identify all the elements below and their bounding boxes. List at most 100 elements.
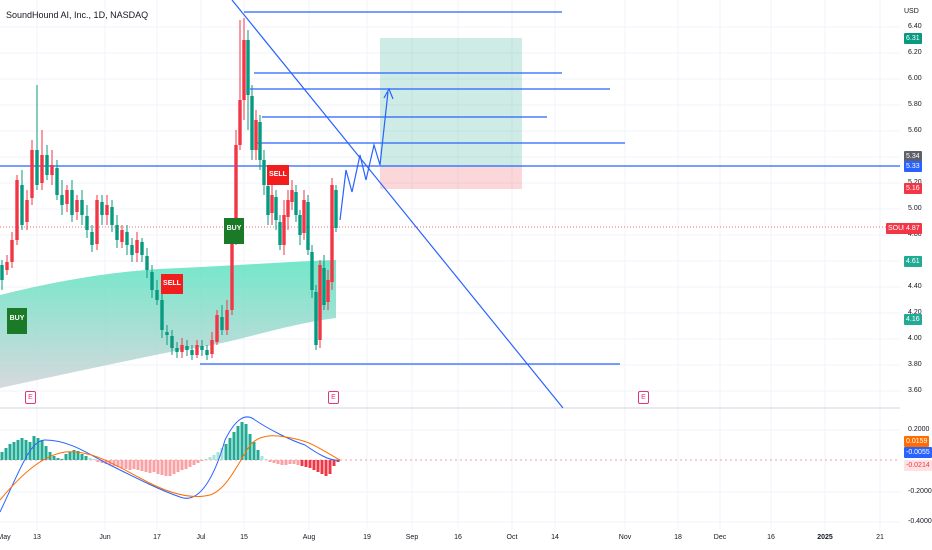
macd-histogram-bar — [152, 460, 156, 472]
macd-histogram-bar — [228, 438, 232, 460]
candle-body — [150, 272, 154, 290]
macd-histogram-bar — [204, 459, 208, 460]
macd-histogram-bar — [132, 460, 136, 469]
candle-body — [140, 242, 144, 255]
time-axis-tick: Dec — [713, 534, 727, 541]
macd-histogram-bar — [180, 460, 184, 470]
candle-body — [200, 346, 204, 350]
macd-histogram-bar — [312, 460, 316, 470]
macd-histogram-bar — [328, 460, 332, 474]
earnings-icon[interactable]: E — [328, 391, 339, 404]
macd-histogram-bar — [324, 460, 328, 476]
candle-body — [15, 180, 19, 240]
macd-histogram-bar — [88, 458, 92, 460]
macd-histogram-bar — [248, 434, 252, 460]
macd-histogram-bar — [80, 454, 84, 460]
horizontal-levels[interactable] — [0, 11, 900, 365]
candle-body — [165, 332, 169, 335]
chart-title: SoundHound AI, Inc., 1D, NASDAQ — [6, 10, 149, 20]
macd-histogram-bar — [320, 460, 324, 474]
projection-path[interactable] — [339, 91, 389, 221]
candle-body — [282, 215, 286, 245]
candle-body — [10, 240, 14, 262]
price-tag: 5.34 — [904, 151, 922, 162]
candle-body — [262, 160, 266, 185]
candle-body — [278, 222, 282, 245]
price-tag: 4.16 — [904, 314, 922, 325]
macd-tag: 0.0159 — [904, 436, 930, 447]
candle-body — [75, 200, 79, 212]
price-tag: 4.87 — [904, 223, 922, 234]
candle-body — [160, 300, 164, 330]
macd-histogram-bar — [68, 452, 72, 460]
candle-body — [115, 225, 119, 240]
candle-body — [302, 200, 306, 233]
target-zone[interactable] — [380, 38, 522, 167]
macd-histogram-bar — [148, 460, 152, 473]
macd-axis-tick: -0.2000 — [908, 488, 932, 495]
macd-histogram-bar — [224, 444, 228, 460]
candle-body — [155, 290, 159, 300]
macd-histogram-bar — [64, 454, 68, 460]
candle-body — [25, 200, 29, 222]
macd-histogram-bar — [124, 460, 128, 469]
candlesticks — [0, 18, 338, 360]
time-axis-tick: 13 — [33, 534, 41, 541]
candle-body — [330, 185, 334, 282]
macd-histogram-bar — [12, 442, 16, 460]
candle-body — [286, 200, 290, 217]
time-axis-tick: 15 — [240, 534, 248, 541]
candle-body — [238, 100, 242, 145]
candle-body — [65, 190, 69, 204]
candle-body — [294, 192, 298, 215]
candle-body — [210, 340, 214, 354]
price-axis-tick: 5.60 — [908, 127, 922, 134]
macd-histogram-bar — [8, 444, 12, 460]
macd-histogram-bar — [104, 460, 108, 464]
candle-body — [175, 348, 179, 352]
macd-histogram-bar — [192, 460, 196, 465]
price-axis-tick: 4.00 — [908, 335, 922, 342]
time-axis-tick: 17 — [153, 534, 161, 541]
projection-arrowhead — [383, 87, 394, 100]
macd-histogram-bar — [212, 455, 216, 460]
macd-histogram-bar — [256, 450, 260, 460]
macd-histogram-bar — [260, 456, 264, 460]
macd-histogram-bar — [276, 460, 280, 464]
macd-histogram-bar — [184, 460, 188, 469]
candle-body — [195, 345, 199, 355]
time-axis-tick: Jul — [196, 534, 206, 541]
price-tag: 5.16 — [904, 183, 922, 194]
macd-line — [0, 416, 341, 513]
trend-line[interactable] — [231, 0, 564, 409]
macd-histogram-bar — [296, 460, 300, 465]
macd-histogram-bar — [172, 460, 176, 474]
macd-histogram-bar — [160, 460, 164, 475]
macd-histogram-bar — [252, 442, 256, 460]
macd-histogram-bar — [176, 460, 180, 472]
candle-body — [0, 265, 4, 280]
sell-signal: SELL — [267, 165, 289, 185]
time-axis-tick: 2025 — [817, 534, 833, 541]
macd-histogram-bar — [56, 458, 60, 460]
time-axis-tick: Sep — [405, 534, 419, 541]
macd-histogram-bar — [216, 452, 220, 460]
earnings-icon[interactable]: E — [25, 391, 36, 404]
earnings-icon[interactable]: E — [638, 391, 649, 404]
macd-histogram-bar — [16, 440, 20, 460]
macd-histogram-bar — [100, 460, 104, 463]
price-axis-tick: 5.20 — [908, 179, 922, 186]
stop-zone[interactable] — [380, 167, 522, 189]
candle-body — [70, 190, 74, 215]
candle-body — [105, 205, 109, 215]
candle-body — [120, 230, 124, 242]
time-axis-tick: Aug — [302, 534, 316, 541]
macd-histogram-bar — [32, 436, 36, 460]
candle-body — [55, 168, 59, 195]
candle-body — [225, 310, 229, 330]
candle-body — [270, 195, 274, 213]
time-axis-tick: Nov — [618, 534, 632, 541]
price-tag: 4.61 — [904, 256, 922, 267]
price-axis-tick: 4.20 — [908, 309, 922, 316]
